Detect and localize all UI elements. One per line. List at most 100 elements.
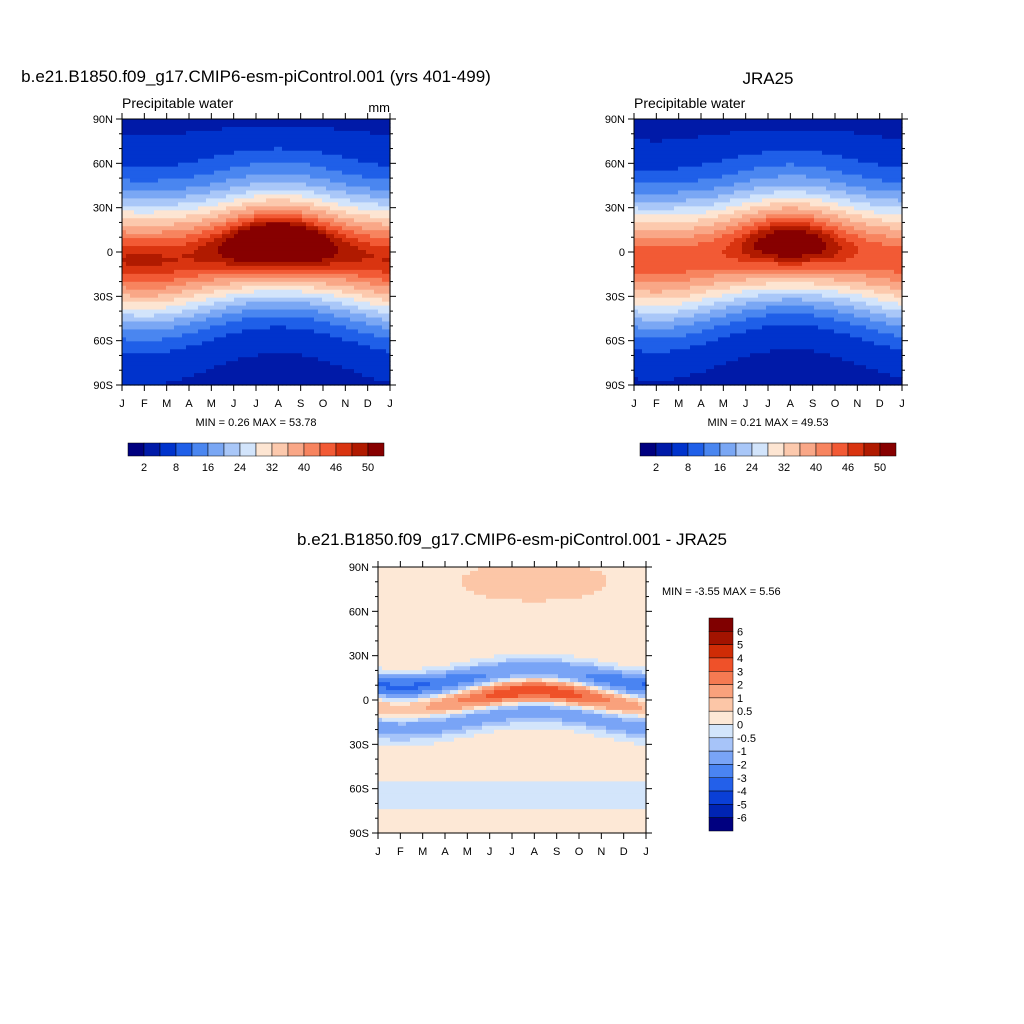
field-cell [282,166,287,172]
field-cell [226,230,231,235]
field-cell [138,166,143,172]
field-cell [146,253,151,259]
field-cell [238,142,243,148]
field-cell [338,150,343,156]
field-cell [170,269,175,275]
field-cell [122,317,127,323]
field-cell [382,190,387,196]
field-cell [346,122,351,128]
field-cell [306,126,311,132]
field-cell [194,242,199,247]
field-cell [382,357,387,362]
field-cell [266,238,271,243]
field-cell [270,353,275,358]
field-cell [294,369,299,374]
field-cell [646,226,651,231]
field-cell [310,222,315,227]
field-cell [226,333,231,338]
field-cell [646,313,651,319]
field-cell [298,301,303,307]
colorbar-swatch [143,442,161,457]
field-cell [262,345,267,350]
field-cell [310,289,315,295]
field-cell [346,261,351,267]
field-cell [306,142,311,148]
field-cell [166,138,171,144]
field-cell [246,150,251,156]
field-cell [366,174,371,180]
field-cell [170,198,175,203]
field-cell [638,317,643,323]
field-cell [202,206,207,211]
field-cell [170,138,175,144]
field-cell [378,261,383,267]
field-cell [234,154,239,160]
field-cell [370,210,375,215]
field-cell [250,162,255,168]
field-cell [310,329,315,334]
field-cell [218,198,223,203]
field-cell [134,166,139,172]
field-cell [318,353,323,358]
field-cell [642,150,647,156]
field-cell [166,198,171,203]
field-cell [226,341,231,346]
field-cell [262,158,267,164]
field-cell [382,138,387,144]
field-cell [138,162,143,168]
field-cell [198,281,203,287]
field-cell [138,281,143,287]
field-cell [386,138,391,144]
field-cell [310,277,315,283]
field-cell [222,202,227,207]
field-cell [370,349,375,354]
field-cell [286,119,291,124]
field-cell [258,253,263,259]
field-cell [270,126,275,132]
field-cell [310,126,315,132]
field-cell [222,138,227,144]
field-cell [242,178,247,184]
field-cell [386,257,391,263]
field-cell [362,277,367,283]
field-cell [190,365,195,370]
field-cell [370,253,375,259]
field-cell [642,265,647,271]
field-cell [194,365,199,370]
field-cell [342,333,347,338]
field-cell [122,178,127,184]
field-cell [306,329,311,334]
field-cell [310,142,315,148]
field-cell [274,206,279,211]
field-cell [246,214,251,219]
field-cell [214,281,219,287]
field-cell [258,158,263,164]
field-cell [358,122,363,128]
field-cell [250,230,255,235]
field-cell [330,297,335,303]
field-cell [638,369,643,374]
field-cell [302,142,307,148]
field-cell [294,234,299,239]
field-cell [362,273,367,279]
field-cell [382,329,387,334]
field-cell [350,238,355,243]
field-cell [218,305,223,311]
field-cell [198,178,203,184]
field-cell [270,246,275,251]
field-cell [366,273,371,279]
field-cell [154,230,159,235]
field-cell [366,250,371,255]
field-cell [130,253,135,259]
field-cell [182,198,187,203]
field-cell [322,122,327,128]
field-cell [226,273,231,279]
field-cell [314,194,319,199]
field-cell [162,317,167,323]
field-cell [314,190,319,196]
field-cell [166,345,171,350]
field-cell [178,234,183,239]
field-cell [338,194,343,199]
field-cell [258,281,263,287]
field-cell [182,365,187,370]
